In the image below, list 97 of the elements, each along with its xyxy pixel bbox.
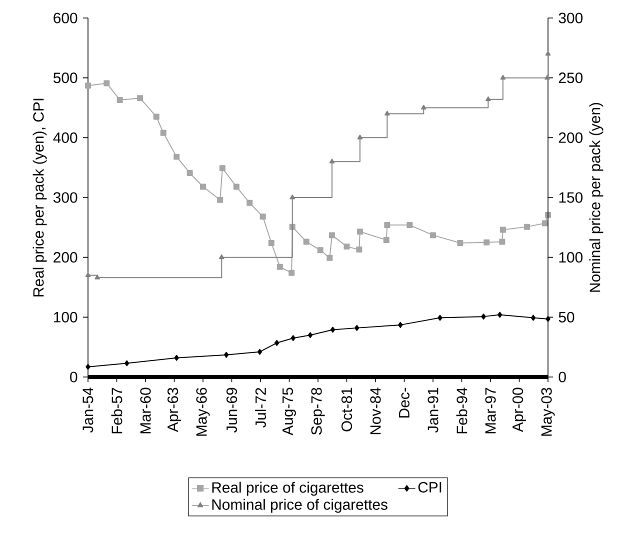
point (486, 96, 491, 102)
point (356, 228, 363, 235)
point (86, 364, 90, 370)
x-tick-label: Dec- (399, 388, 410, 418)
x-tick-label: Jan-54 (82, 388, 94, 433)
y2-tick-label: 100 (559, 252, 583, 263)
x-tick-label: Apr-00 (512, 388, 526, 432)
point (430, 232, 436, 238)
x-tick-label: Jan-91 (428, 388, 438, 433)
x-tick-label: Mar-97 (485, 388, 496, 434)
y2-tick-label: 150 (559, 192, 583, 203)
x-tick-label: Sep-78 (311, 388, 325, 435)
point (398, 322, 403, 328)
point (174, 354, 179, 361)
point (330, 326, 336, 333)
point (200, 184, 206, 190)
point (303, 238, 310, 245)
point (499, 238, 506, 245)
point (328, 232, 335, 238)
point (545, 50, 551, 56)
point (186, 170, 193, 176)
y-tick-label: 100 (54, 312, 78, 322)
x-tick-label: Apr-63 (167, 388, 182, 432)
x-tick-label: Oct-81 (341, 388, 352, 432)
y-tick-label: 300 (53, 192, 78, 203)
point (544, 74, 550, 80)
y2-tick-label: 0 (558, 372, 566, 382)
point (497, 312, 502, 318)
point (224, 352, 229, 358)
point (124, 360, 130, 366)
y2-tick-label: 300 (558, 12, 583, 24)
point (85, 272, 91, 278)
point (484, 239, 490, 246)
point (274, 340, 280, 346)
point (268, 240, 274, 246)
point (290, 335, 296, 342)
point (94, 274, 100, 280)
point (406, 222, 413, 228)
y-tick-label: 400 (53, 132, 78, 143)
point (344, 244, 350, 250)
x-tick-label: Aug-75 (282, 388, 296, 436)
point (308, 332, 313, 338)
point (104, 80, 110, 86)
point (257, 348, 262, 355)
point (500, 226, 506, 233)
y-tick-label: 600 (54, 12, 78, 24)
point (542, 220, 548, 226)
point (219, 165, 226, 172)
y2-tick-label: 250 (558, 72, 583, 84)
point (160, 130, 166, 136)
point (174, 154, 180, 160)
y-tick-label: 500 (53, 72, 78, 84)
y-tick-label: 0 (70, 372, 78, 382)
point (357, 134, 363, 140)
y2-tick-label: 200 (558, 132, 583, 143)
point (276, 264, 283, 270)
x-tick-label: Jun-69 (226, 388, 238, 433)
point (233, 184, 240, 190)
point (384, 110, 390, 116)
point (421, 104, 426, 110)
legend-label: Real price of cigarettes (212, 482, 364, 496)
y-axis-title: Real price per pack (yen), CPI (32, 98, 47, 296)
point (438, 314, 442, 321)
point (354, 324, 360, 331)
x-tick-label: Feb-94 (456, 388, 468, 434)
x-tick-label: Nov-84 (370, 388, 381, 434)
point (524, 224, 530, 230)
legend-label: CPI (418, 482, 442, 493)
y2-tick-label: 50 (558, 312, 574, 322)
point (217, 196, 224, 203)
point (457, 240, 464, 246)
x-tick-label: May-66 (196, 388, 210, 436)
point (356, 246, 362, 253)
point (153, 114, 160, 120)
point (530, 314, 536, 321)
point (116, 96, 123, 103)
point (329, 158, 335, 164)
point (500, 74, 506, 80)
point (246, 200, 253, 206)
x-tick-label: Jul-72 (255, 388, 266, 428)
x-tick-label: Mar-60 (140, 388, 151, 434)
point (481, 314, 486, 320)
legend-label: Nominal price of cigarettes (212, 498, 388, 513)
x-tick-label: Feb-57 (111, 388, 122, 434)
x-tick-label: May-03 (541, 388, 555, 436)
point (290, 194, 296, 200)
point (326, 254, 333, 261)
point (85, 82, 91, 89)
point (384, 222, 390, 228)
point (317, 247, 324, 254)
point (260, 214, 266, 220)
point (288, 270, 295, 276)
point (137, 95, 144, 102)
y-tick-label: 200 (54, 252, 78, 263)
point (218, 254, 224, 260)
point (383, 236, 390, 243)
y2-axis-title: Nominal price per pack (yen) (589, 102, 604, 292)
